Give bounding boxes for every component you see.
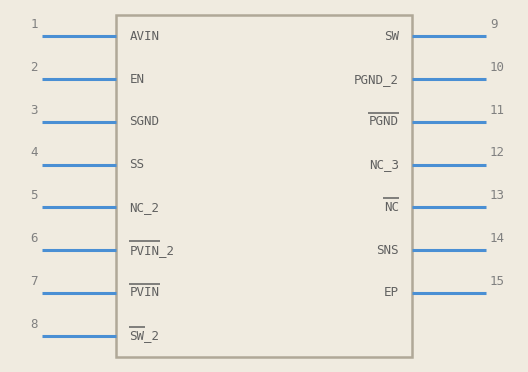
Text: 2: 2 xyxy=(31,61,38,74)
Text: SNS: SNS xyxy=(376,244,399,257)
Text: NC_2: NC_2 xyxy=(129,201,159,214)
Text: 12: 12 xyxy=(490,147,505,160)
Text: SW_2: SW_2 xyxy=(129,329,159,342)
Text: 7: 7 xyxy=(31,275,38,288)
Text: PGND_2: PGND_2 xyxy=(354,73,399,86)
Text: SW: SW xyxy=(384,30,399,43)
Text: PVIN: PVIN xyxy=(129,286,159,299)
Text: PGND: PGND xyxy=(369,115,399,128)
Bar xyxy=(116,15,412,357)
Text: 6: 6 xyxy=(31,232,38,245)
Text: EN: EN xyxy=(129,73,144,86)
Text: 14: 14 xyxy=(490,232,505,245)
Text: PVIN_2: PVIN_2 xyxy=(129,244,174,257)
Text: 5: 5 xyxy=(31,189,38,202)
Text: 13: 13 xyxy=(490,189,505,202)
Text: NC_3: NC_3 xyxy=(369,158,399,171)
Text: 11: 11 xyxy=(490,104,505,117)
Text: AVIN: AVIN xyxy=(129,30,159,43)
Text: 8: 8 xyxy=(31,318,38,331)
Text: 15: 15 xyxy=(490,275,505,288)
Text: SS: SS xyxy=(129,158,144,171)
Text: SGND: SGND xyxy=(129,115,159,128)
Text: 10: 10 xyxy=(490,61,505,74)
Text: 3: 3 xyxy=(31,104,38,117)
Text: 4: 4 xyxy=(31,147,38,160)
Text: EP: EP xyxy=(384,286,399,299)
Text: NC: NC xyxy=(384,201,399,214)
Text: 1: 1 xyxy=(31,18,38,31)
Text: 9: 9 xyxy=(490,18,497,31)
